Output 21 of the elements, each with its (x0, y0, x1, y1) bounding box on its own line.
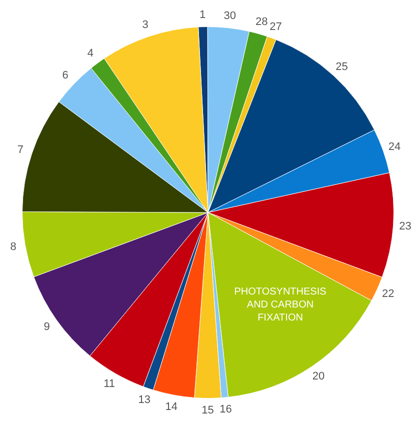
slice-label: 1 (200, 8, 206, 21)
slice-label: 3 (142, 18, 148, 31)
slice-label: 14 (165, 400, 178, 413)
slice-label: 20 (312, 370, 325, 383)
slice-label: 25 (336, 60, 348, 73)
slice-label: 6 (62, 70, 68, 82)
slice-label: 13 (138, 394, 150, 406)
slice-label: 16 (220, 403, 232, 416)
slice-label: 8 (10, 240, 16, 253)
slice-label: 15 (202, 404, 214, 416)
slice-label: 27 (270, 20, 282, 33)
slice-label: 4 (87, 48, 94, 60)
slice-label: 7 (17, 144, 24, 156)
slice-label: 24 (388, 140, 401, 153)
slice-label: 9 (44, 321, 50, 334)
slice-label: 23 (399, 220, 412, 232)
slice-label: 11 (104, 378, 116, 390)
text: PHOTOSYNTHESIS AND CARBON FIXATION (234, 286, 326, 324)
slice-label: 28 (255, 16, 268, 28)
slice-label: 30 (224, 10, 236, 22)
slice-label: 22 (382, 288, 394, 300)
